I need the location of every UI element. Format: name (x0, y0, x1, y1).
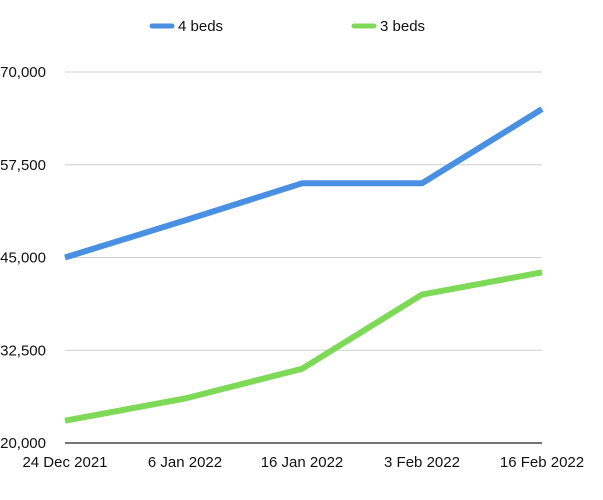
legend: 4 beds 3 beds (149, 18, 425, 35)
x-tick-label: 24 Dec 2021 (22, 454, 107, 471)
x-tick-label: 16 Jan 2022 (261, 454, 344, 471)
x-axis-tick-labels: 24 Dec 2021 6 Jan 2022 16 Jan 2022 3 Feb 20… (22, 454, 584, 471)
series-line-4-beds (64, 106, 544, 261)
y-tick-label: 70,000 (0, 64, 46, 81)
x-tick-label: 16 Feb 2022 (500, 454, 584, 471)
x-tick-label: 3 Feb 2022 (384, 454, 460, 471)
legend-label: 3 beds (380, 18, 425, 35)
y-tick-label: 32,500 (0, 342, 46, 359)
gridlines (65, 71, 542, 444)
y-tick-label: 20,000 (0, 435, 46, 452)
y-axis-tick-labels: 20,000 32,500 45,000 57,500 70,000 (0, 64, 46, 452)
series-line-3-beds (64, 269, 543, 424)
legend-label: 4 beds (178, 18, 223, 35)
x-tick-label: 6 Jan 2022 (148, 454, 222, 471)
y-tick-label: 57,500 (0, 157, 46, 174)
y-tick-label: 45,000 (0, 250, 46, 267)
series-lines (64, 106, 544, 424)
